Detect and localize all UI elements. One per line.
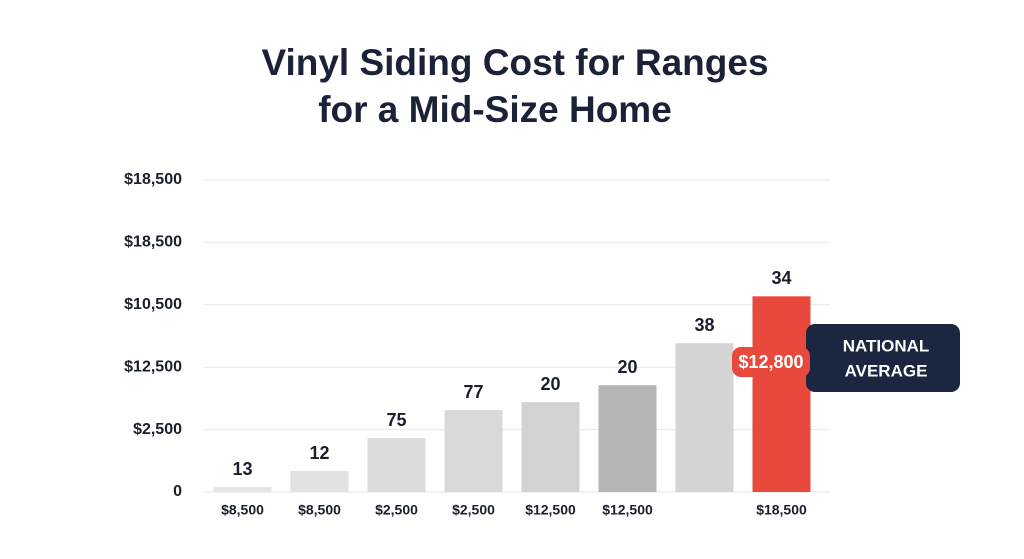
bar <box>675 343 734 492</box>
bar-label: 13 <box>232 459 252 479</box>
bar <box>367 438 426 492</box>
y-tick-label: $10,500 <box>124 296 182 313</box>
bar-label: 20 <box>540 374 560 394</box>
y-tick-label: $18,500 <box>124 171 182 188</box>
x-tick-label: $2,500 <box>452 502 495 518</box>
bar <box>521 402 580 492</box>
bar <box>213 487 272 492</box>
bar-label: 34 <box>771 268 791 288</box>
bar-label: 12 <box>309 443 329 463</box>
bar <box>598 385 657 492</box>
annotation-value: $12,800 <box>738 352 803 372</box>
bar-label: 38 <box>694 315 714 335</box>
bar <box>290 471 349 492</box>
y-tick-label: 0 <box>173 483 182 500</box>
x-tick-label: $12,500 <box>525 502 576 518</box>
y-tick-label: $2,500 <box>133 421 182 438</box>
annotation-text: AVERAGE <box>845 361 928 380</box>
annotation-pill <box>732 347 810 377</box>
chart-title: for a Mid-Size Home <box>318 89 672 130</box>
bar <box>444 410 503 492</box>
x-tick-label: $2,500 <box>375 502 418 518</box>
y-tick-label: $18,500 <box>124 234 182 251</box>
y-tick-label: $12,500 <box>124 358 182 375</box>
chart-title: Vinyl Siding Cost for Ranges <box>261 42 768 83</box>
annotation-text: NATIONAL <box>843 336 930 355</box>
bar <box>752 296 811 492</box>
x-tick-label: $18,500 <box>756 502 807 518</box>
bar-label: 77 <box>463 382 483 402</box>
x-tick-label: $12,500 <box>602 502 653 518</box>
bar-label: 75 <box>386 410 406 430</box>
x-tick-label: $8,500 <box>298 502 341 518</box>
x-tick-label: $8,500 <box>221 502 264 518</box>
bar-label: 20 <box>617 357 637 377</box>
annotation-box <box>806 324 960 392</box>
